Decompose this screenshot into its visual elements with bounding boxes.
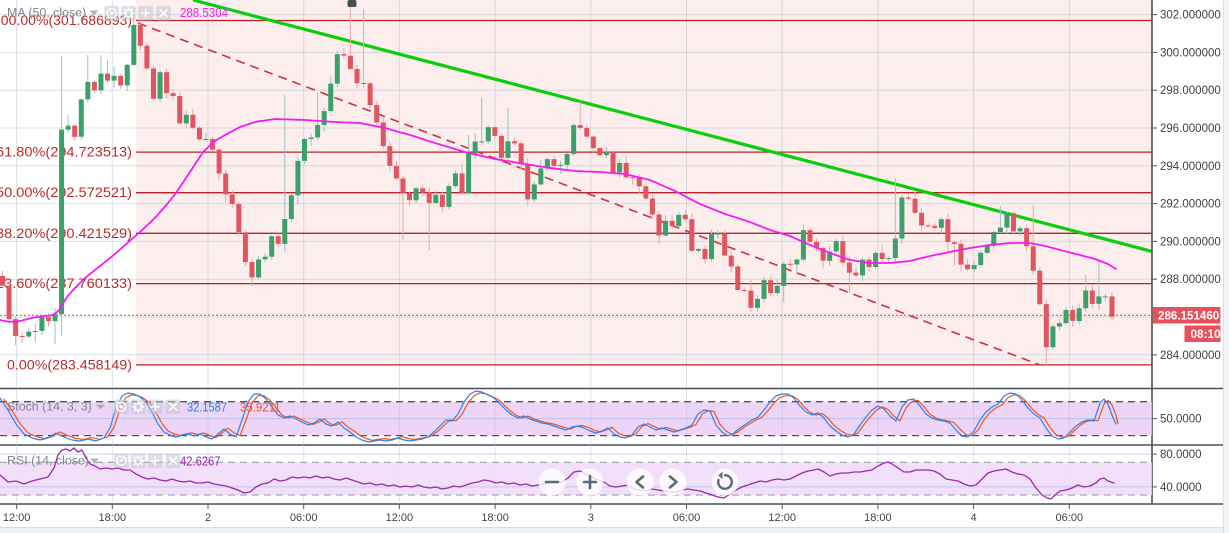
svg-text:12:00: 12:00 <box>3 512 31 524</box>
svg-text:100.00%(301.686893): 100.00%(301.686893) <box>0 13 132 28</box>
svg-text:35.9211: 35.9211 <box>240 400 281 415</box>
svg-text:4: 4 <box>971 512 977 524</box>
svg-text:12:00: 12:00 <box>768 512 796 524</box>
svg-text:12:00: 12:00 <box>386 512 414 524</box>
svg-text:06:00: 06:00 <box>1056 512 1084 524</box>
svg-text:292.000000: 292.000000 <box>1160 199 1221 211</box>
svg-text:298.000000: 298.000000 <box>1160 85 1221 97</box>
svg-text:40.0000: 40.0000 <box>1160 482 1202 494</box>
svg-text:Stoch (14, 3, 3): Stoch (14, 3, 3) <box>7 400 92 414</box>
svg-text:50.0000: 50.0000 <box>1160 414 1202 426</box>
svg-text:288.000000: 288.000000 <box>1160 274 1221 286</box>
svg-text:18:00: 18:00 <box>481 512 509 524</box>
svg-text:18:00: 18:00 <box>99 512 127 524</box>
svg-text:18:00: 18:00 <box>864 512 892 524</box>
svg-text:06:00: 06:00 <box>673 512 701 524</box>
svg-text:50.00%(292.572521): 50.00%(292.572521) <box>0 185 132 200</box>
svg-text:32.1587: 32.1587 <box>187 400 227 415</box>
svg-text:290.000000: 290.000000 <box>1160 236 1221 248</box>
svg-text:06:00: 06:00 <box>290 512 318 524</box>
svg-text:286.151460: 286.151460 <box>1158 310 1219 323</box>
svg-text:MA (50, close): MA (50, close) <box>7 6 86 20</box>
svg-text:61.80%(294.723513): 61.80%(294.723513) <box>0 145 132 160</box>
svg-text:284.000000: 284.000000 <box>1160 350 1221 362</box>
svg-text:294.000000: 294.000000 <box>1160 161 1221 173</box>
svg-text:300.000000: 300.000000 <box>1160 47 1221 59</box>
svg-text:RSI (14, close): RSI (14, close) <box>7 454 89 468</box>
svg-text:296.000000: 296.000000 <box>1160 123 1221 135</box>
svg-text:80.0000: 80.0000 <box>1160 449 1202 461</box>
svg-text:42.6267: 42.6267 <box>180 454 221 469</box>
svg-text:2: 2 <box>205 512 211 524</box>
svg-text:288.5304: 288.5304 <box>180 5 228 20</box>
svg-text:302.000000: 302.000000 <box>1160 10 1221 22</box>
svg-text:3: 3 <box>588 512 594 524</box>
svg-text:0.00%(283.458149): 0.00%(283.458149) <box>7 357 132 372</box>
svg-text:23.60%(287.760133): 23.60%(287.760133) <box>0 276 132 291</box>
svg-text:08:10: 08:10 <box>1191 327 1222 341</box>
svg-text:38.20%(290.421529): 38.20%(290.421529) <box>0 226 132 241</box>
